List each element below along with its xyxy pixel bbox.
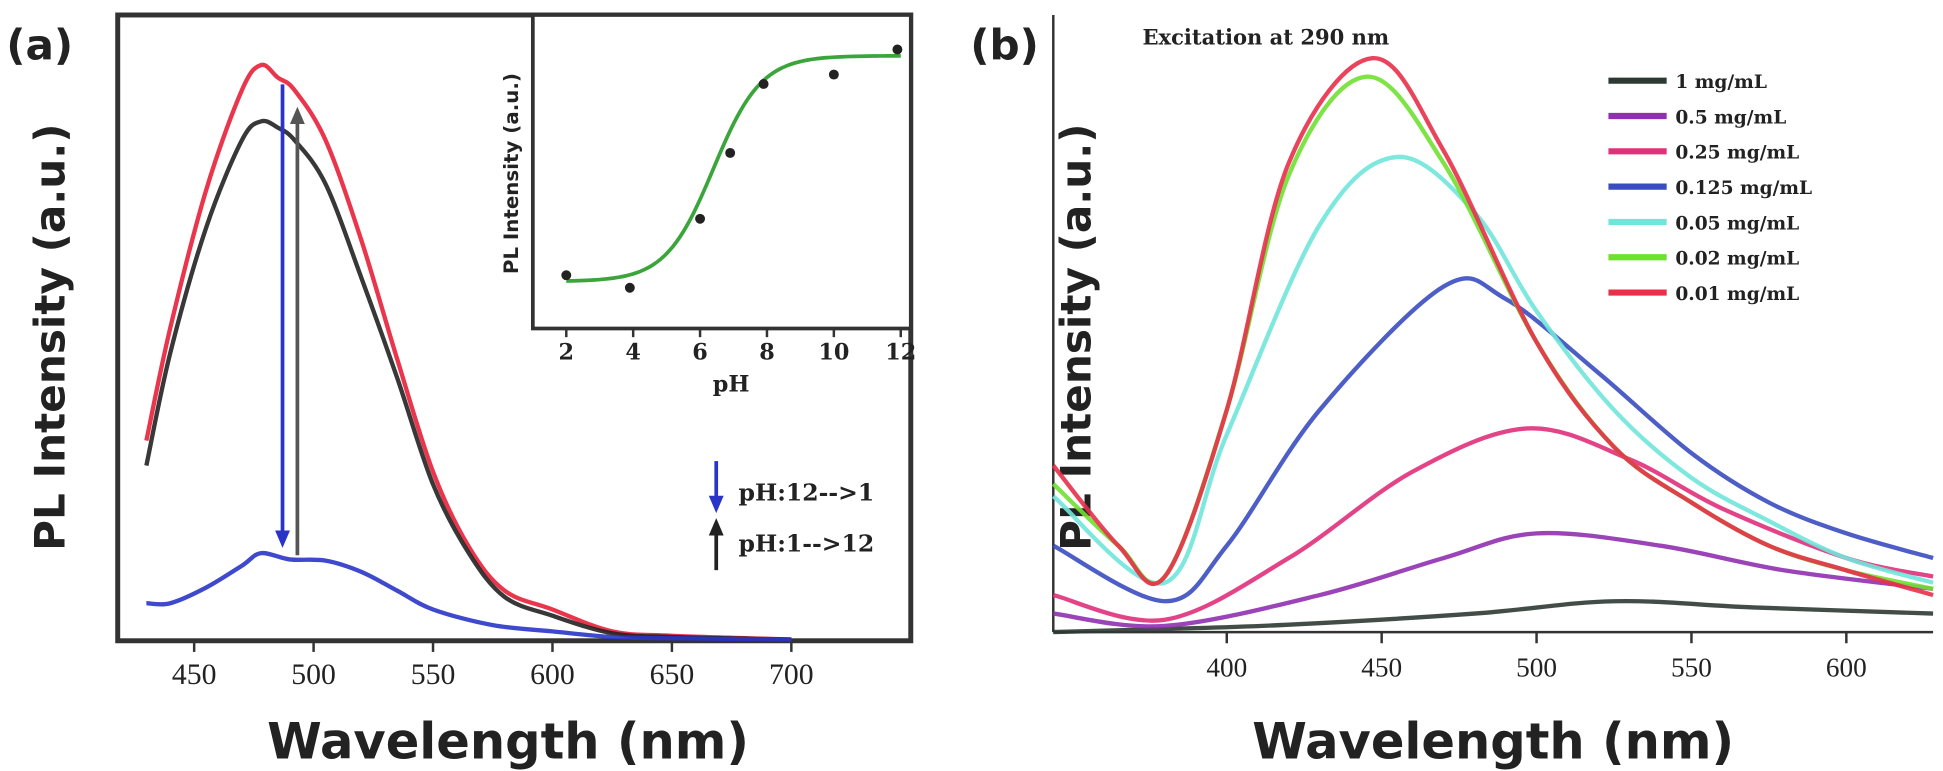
legend-entry: 0.5 mg/mL xyxy=(1608,107,1786,128)
panel-b-xlabel: Wavelength (nm) xyxy=(1252,712,1734,770)
legend-label: 0.5 mg/mL xyxy=(1675,107,1786,128)
inset-tick-label: 8 xyxy=(759,339,775,365)
ph-down-arrowhead-icon xyxy=(275,530,290,548)
x-tick-label: 550 xyxy=(411,659,456,691)
series-line-0-25-mg-ml xyxy=(1052,426,1934,623)
panel-b-annotation: Excitation at 290 nm xyxy=(1143,25,1390,50)
legend-entry: 0.125 mg/mL xyxy=(1608,178,1812,199)
inset-tick-label: 2 xyxy=(559,339,575,365)
series-line-0-5-mg-ml xyxy=(1053,530,1934,629)
legend-ph-down-label: pH:12-->1 xyxy=(739,479,875,507)
x-tick-label: 650 xyxy=(650,659,695,691)
x-tick-label: 550 xyxy=(1671,653,1712,683)
x-tick-label: 400 xyxy=(1206,653,1247,683)
inset-axes-frame xyxy=(530,13,913,331)
series-line-0 xyxy=(144,62,792,642)
inset-data-point xyxy=(725,147,736,158)
inset-fit-line xyxy=(566,53,901,283)
inset-tick-label: 12 xyxy=(885,339,916,365)
series-line-0-01-mg-ml xyxy=(1051,56,1934,598)
legend-label: 0.05 mg/mL xyxy=(1675,213,1799,234)
panel-b-series xyxy=(1051,56,1934,635)
series-line-0-02-mg-ml xyxy=(1051,74,1934,592)
legend-ph-up-label: pH:1-->12 xyxy=(739,530,875,558)
legend-label: 0.125 mg/mL xyxy=(1675,178,1812,199)
panel-a-xlabel: Wavelength (nm) xyxy=(267,712,749,770)
x-tick-label: 450 xyxy=(1361,653,1402,683)
inset-data-point xyxy=(828,69,839,80)
panel-b-xticks: 400 450 500 550 600 xyxy=(1206,632,1867,683)
inset-data-point xyxy=(758,79,769,89)
panel-b-ylabel: PL Intensity (a.u.) xyxy=(1051,123,1100,550)
x-tick-label: 500 xyxy=(1516,653,1557,683)
series-line-1 xyxy=(144,118,792,642)
legend-up-arrow-icon xyxy=(708,518,724,536)
series-line-1-mg-ml xyxy=(1053,598,1934,635)
x-tick-label: 700 xyxy=(769,659,814,691)
inset-ylabel: PL Intensity (a.u.) xyxy=(500,73,523,274)
panel-a-label: (a) xyxy=(6,21,73,70)
inset-tick-label: 6 xyxy=(692,339,708,365)
inset-data-point xyxy=(695,213,706,224)
panel-b-legend: 1 mg/mL 0.5 mg/mL 0.25 mg/mL 0.125 mg/mL 0.0… xyxy=(1608,72,1812,305)
inset-tick-label: 4 xyxy=(625,339,641,365)
inset-xlabel: pH xyxy=(713,372,750,398)
series-line-0-05-mg-ml xyxy=(1051,154,1934,586)
x-tick-label: 600 xyxy=(1826,653,1867,683)
legend-entry: 0.02 mg/mL xyxy=(1608,249,1799,270)
inset-xticks: 2 4 6 8 10 12 xyxy=(559,328,916,365)
ph-up-arrowhead-icon xyxy=(289,106,305,125)
legend-entry: 0.25 mg/mL xyxy=(1608,143,1799,164)
inset-data-point xyxy=(624,282,635,293)
panel-b-label: (b) xyxy=(970,21,1039,70)
legend-label: 1 mg/mL xyxy=(1675,72,1767,93)
panel-a-ylabel: PL Intensity (a.u.) xyxy=(25,123,74,550)
series-line-2 xyxy=(146,550,792,642)
inset-marks xyxy=(561,44,903,293)
inset-data-point xyxy=(561,270,572,281)
legend-entry: 0.01 mg/mL xyxy=(1608,284,1799,305)
legend-label: 0.02 mg/mL xyxy=(1675,249,1799,270)
inset-data-point xyxy=(892,44,903,55)
legend-label: 0.01 mg/mL xyxy=(1675,284,1799,305)
panel-a-xticks: 450 500 550 600 650 700 xyxy=(172,640,814,691)
legend-entry: 1 mg/mL xyxy=(1608,72,1767,93)
x-tick-label: 600 xyxy=(530,659,575,691)
x-tick-label: 450 xyxy=(172,659,217,691)
panel-a-series xyxy=(144,62,792,642)
legend-entry: 0.05 mg/mL xyxy=(1608,213,1799,234)
legend-down-arrow-icon xyxy=(708,495,724,514)
legend-label: 0.25 mg/mL xyxy=(1675,143,1799,164)
series-line-0-125-mg-ml xyxy=(1052,276,1934,604)
x-tick-label: 500 xyxy=(291,659,336,691)
inset-tick-label: 10 xyxy=(818,339,849,365)
